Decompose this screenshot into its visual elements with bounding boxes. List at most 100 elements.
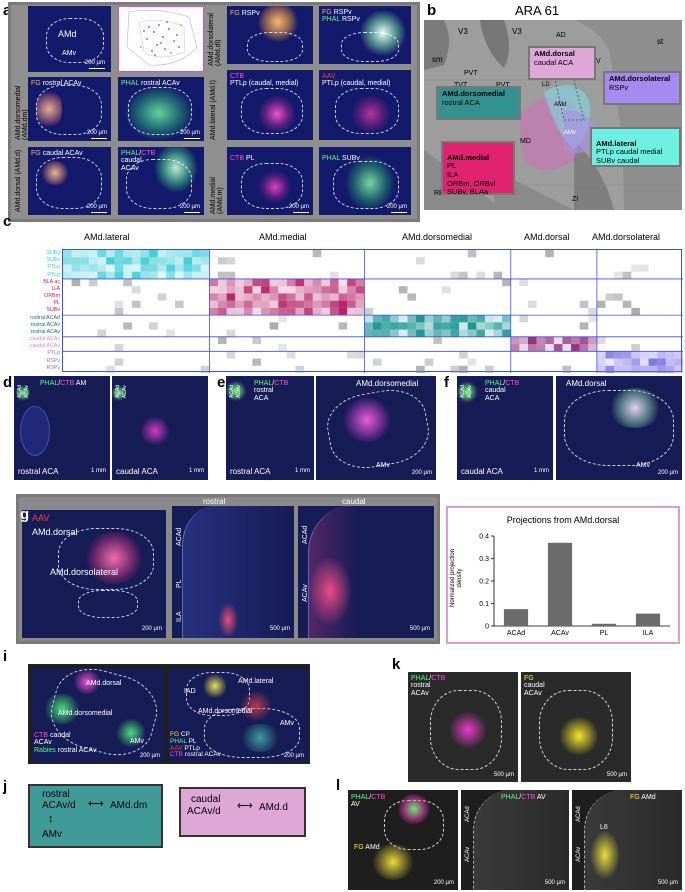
box-amd-dorsomedial: AMd.dorsomedial rostral ACA [436,86,521,120]
heatmap-cell [545,250,554,258]
heatmap-cell [596,358,606,366]
heatmap-cell [553,344,563,352]
l3-acad: ACAd [576,806,582,822]
heatmap-cell [226,271,236,279]
heatmap-cell [631,358,640,366]
heatmap-cell [226,329,236,337]
heatmap-cell [321,307,330,316]
heatmap-cell [114,344,124,352]
amd-label: AMd [58,29,77,39]
heatmap-cell [450,365,460,373]
heatmap-cell [226,293,236,301]
heatmap-cell [424,315,434,323]
heatmap-cell [71,264,81,272]
heatmap-cell [114,271,124,279]
amv-label: AMv [62,50,76,57]
row-label-medial: AMd.medial (AMd.m) [210,177,224,214]
heatmap-cell [226,257,236,265]
heatmap-cell [459,351,468,359]
heatmap-cell [398,315,408,323]
heatmap-cell [631,365,640,373]
heatmap-cell [338,286,348,294]
phal-ctb-caudal-tag: PHAL/CTB caudal ACAv [121,150,156,172]
l-image-2: PHAL/CTB AV ACAd ACAv 500 µm [461,790,569,890]
heatmap-cell [355,293,365,301]
phal-subv-tag: PHAL SUBv [322,155,360,162]
heatmap-cell [149,264,158,272]
g-pl: PL [176,579,183,588]
heatmap-row-label: RSPv [46,357,60,364]
heatmap-cell [416,322,425,330]
heatmap-cell [364,322,373,330]
heatmap-cell [183,257,193,265]
heatmap-cell [286,300,296,308]
scale-label: 200 µm [433,880,454,886]
heatmap-cell [157,271,167,279]
heatmap-cell [252,278,262,287]
heatmap-cell [312,307,322,316]
group-dorsomedial: AMd.dorsomedial [402,232,473,242]
heatmap-cell [71,271,81,279]
y-tick-label: 0.1 [479,601,489,608]
heatmap-cell [459,322,468,330]
heatmap-cell [261,293,270,301]
heatmap-cell [398,322,408,330]
panel-k-letter: k [392,656,401,673]
panel-d-letter: d [3,374,13,391]
heatmap-cell [243,307,253,316]
heatmap-cell [364,329,373,337]
g-image-caudal: ACAd ACAv 500 µm [298,506,434,638]
heatmap-cell [80,250,89,258]
fg-rostral-tag: FG rostral ACAv [31,80,82,87]
heatmap-cell [665,365,675,373]
scale-label: 200 µm [84,60,105,66]
scale-label: 1 mm [534,468,549,474]
heatmap-cell [106,264,115,272]
heatmap-cell [278,300,287,308]
heatmap-cell [433,322,442,330]
heatmap-cell [614,358,623,366]
heatmap-cell [200,271,210,279]
heatmap-cell [373,315,382,323]
heatmap-cell [450,322,460,330]
heatmap-cell [622,358,632,366]
f-caption: caudal ACA [461,466,503,476]
heatmap-cell [614,293,623,301]
heatmap-cell [528,344,537,352]
g-image-rostral: ACAd PL ILA 500 µm [172,506,294,638]
heatmap-row-label: SUBv [46,250,60,256]
atlas-md: MD [520,138,531,145]
heatmap-cell [304,286,313,294]
a-image-ctb-pl: CTB PL 200 µm [227,147,313,215]
k-image-right: FG caudal ACAv 500 µm [521,672,631,782]
heatmap-cell [622,300,632,308]
heatmap-cell [321,286,330,294]
heatmap-cell [295,365,305,373]
g-acav-c: ACAv [302,584,309,602]
heatmap-cell [166,264,175,272]
group-dorsolateral: AMd.dorsolateral [592,232,661,242]
scale-label: 1 mm [295,468,310,474]
scale-label: 1 mm [189,468,204,474]
atlas-tvt: TVT [454,82,467,89]
f-tag: PHAL/CTB caudal ACA [485,380,520,402]
heatmap-cell [467,358,477,366]
heatmap-cell [450,329,460,337]
heatmap-cell [639,358,649,366]
heatmap-cell [484,365,494,373]
heatmap-cell [97,257,107,265]
bar-ila [635,613,661,626]
heatmap-cell [596,336,606,345]
g-amd-dorsolateral: AMd.dorsolateral [50,567,119,577]
heatmap-cell [131,271,141,279]
scale-label: 200 µm [411,470,432,476]
heatmap-cell [441,322,451,330]
heatmap-cell [657,358,666,366]
i-image-right: IAD AMd.lateral AMd.dorsomedial AMv FG C… [168,668,308,762]
bar-chart: 0 0.1 0.2 0.3 0.4 ACAd ACAv PL ILA [479,534,670,637]
heatmap-cell [407,329,417,337]
heatmap-cell [200,264,210,272]
heatmap-cell [312,250,322,258]
heatmap-cell [235,300,244,308]
heatmap-cell [347,293,356,301]
